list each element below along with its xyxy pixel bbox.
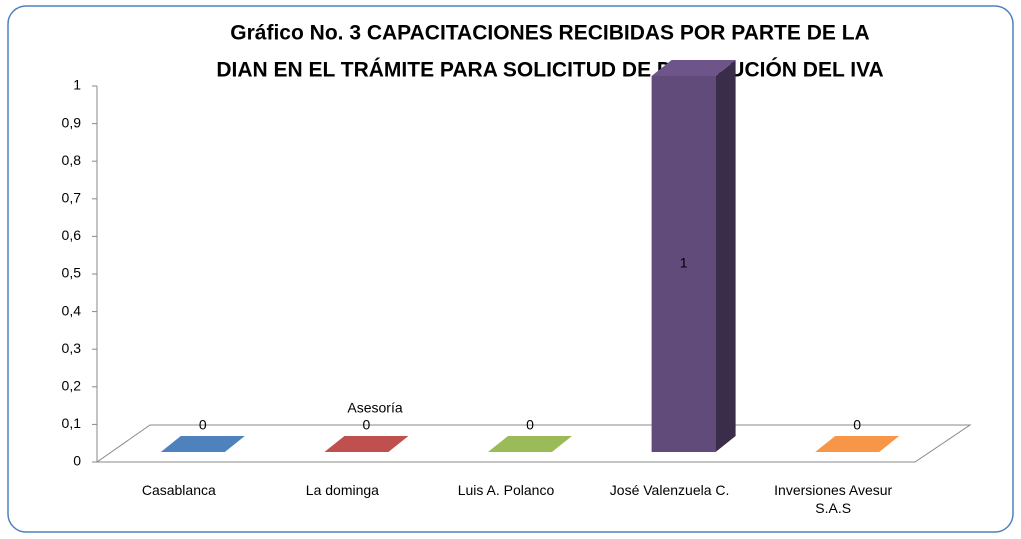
x-tick-label: Luis A. Polanco	[457, 482, 555, 498]
bar	[488, 436, 572, 452]
x-tick-label: La dominga	[305, 482, 379, 498]
floor	[95, 424, 972, 463]
bar	[651, 60, 736, 452]
value-label: 0	[853, 417, 861, 433]
y-tick-label: 0,8	[62, 152, 82, 168]
value-label: 1	[680, 255, 688, 271]
y-tick-label: 0,2	[62, 378, 82, 394]
y-tick-label: 0,6	[62, 227, 82, 243]
annotation: Asesoría	[347, 400, 402, 416]
value-label: 0	[363, 417, 371, 433]
y-tick-label: 1	[73, 77, 81, 93]
y-tick-label: 0,9	[62, 114, 82, 130]
value-label: 0	[199, 417, 207, 433]
x-tick-label: Casablanca	[141, 482, 216, 498]
x-tick-label: José Valenzuela C.	[609, 482, 730, 498]
bar-top	[160, 436, 245, 452]
chart-frame	[7, 5, 1014, 533]
bar	[160, 436, 245, 452]
bar-front	[651, 76, 716, 452]
bar-top	[488, 436, 572, 452]
bar-top	[324, 436, 409, 452]
y-tick-label: 0,1	[62, 415, 82, 431]
value-label: 0	[526, 417, 534, 433]
bar-side	[715, 60, 736, 452]
y-tick-label: 0,7	[62, 190, 82, 206]
bar	[815, 436, 900, 452]
bar-top	[651, 60, 736, 76]
chart-title: DIAN EN EL TRÁMITE PARA SOLICITUD DE DEV…	[216, 58, 883, 82]
chart-title: Gráfico No. 3 CAPACITACIONES RECIBIDAS P…	[230, 22, 869, 45]
x-tick-label: Inversiones Avesur S.A.S	[774, 482, 893, 516]
bar-top	[815, 436, 900, 452]
bar	[324, 436, 409, 452]
y-tick-label: 0,3	[62, 340, 82, 356]
y-tick-label: 0,4	[62, 302, 82, 318]
y-tick-label: 0,5	[62, 265, 82, 281]
y-tick-label: 0	[73, 453, 81, 469]
